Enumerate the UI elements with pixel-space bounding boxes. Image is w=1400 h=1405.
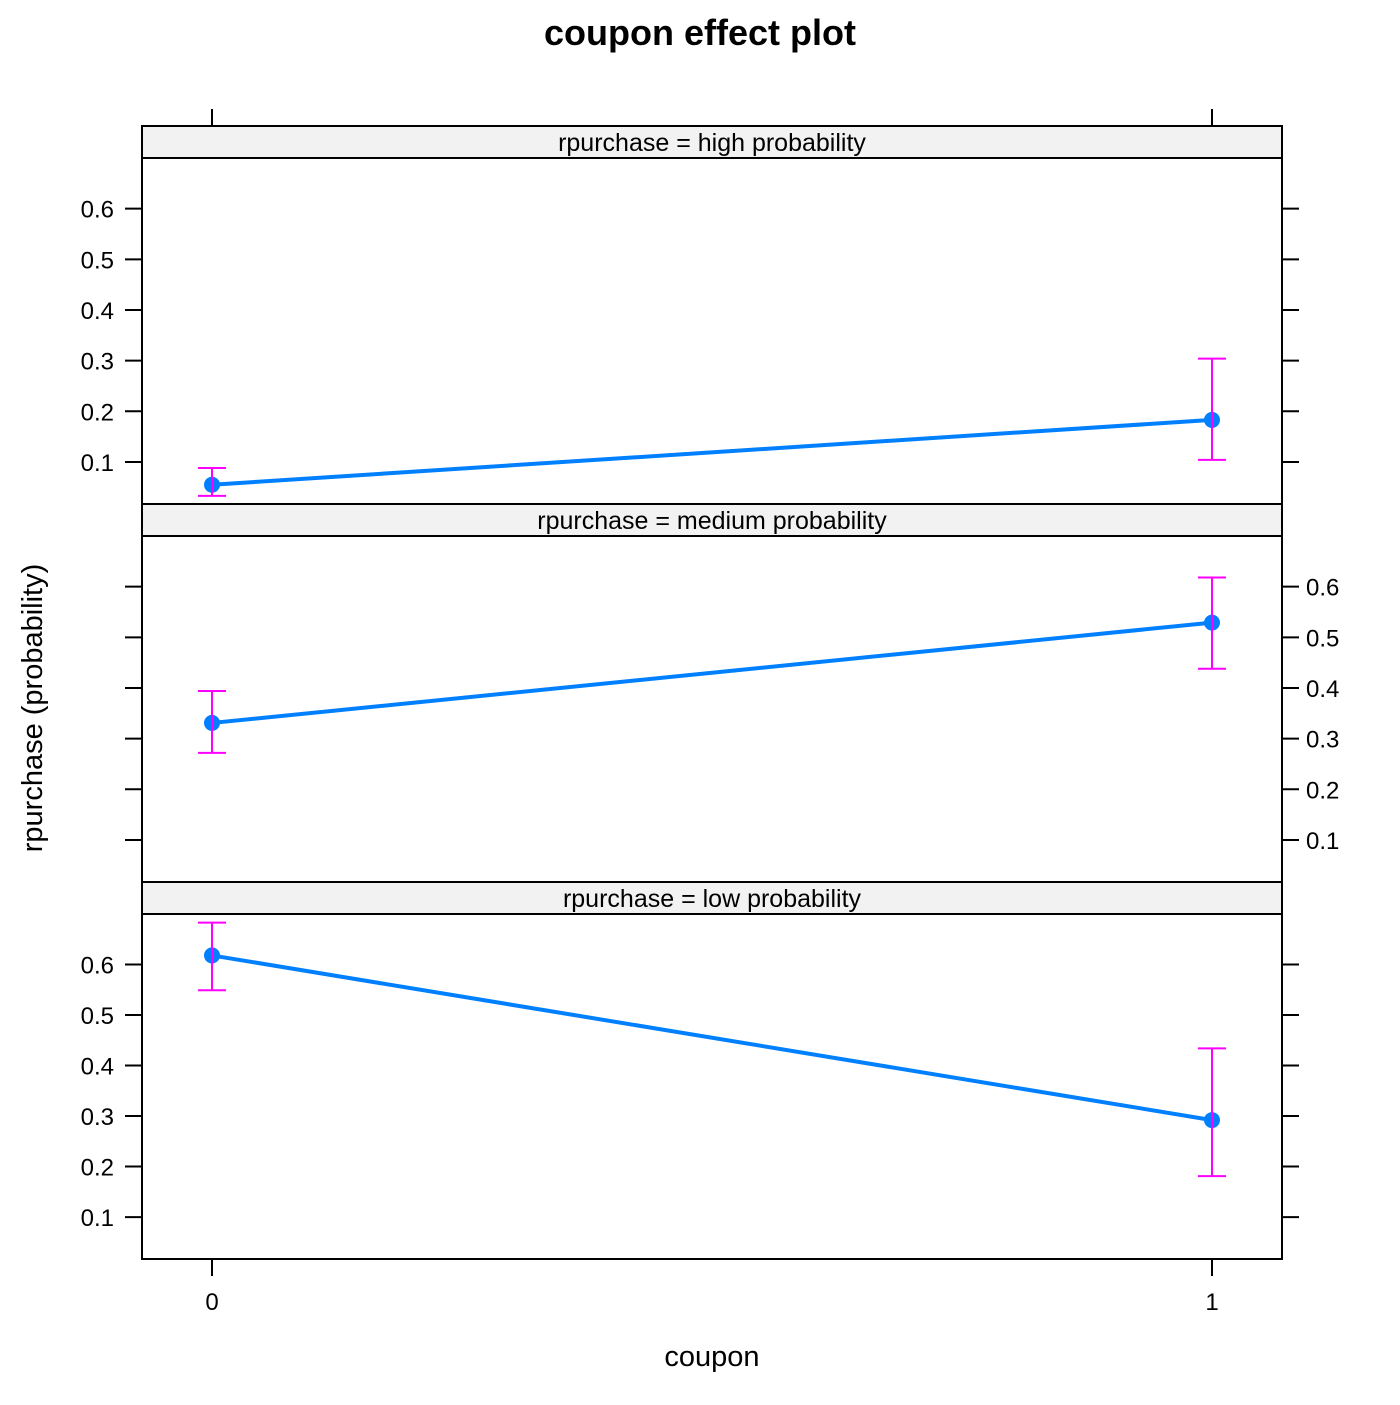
strip-label: rpurchase = medium probability [537, 507, 887, 535]
y-axis-label: rpurchase (probability) [17, 564, 49, 853]
y-tick-label: 0.2 [81, 1155, 114, 1182]
x-axis-label: coupon [664, 1341, 759, 1373]
chart-title: coupon effect plot [544, 12, 856, 53]
y-tick-label: 0.1 [81, 1205, 114, 1232]
y-tick-label: 0.1 [1306, 828, 1339, 855]
strip [141, 881, 1283, 915]
y-tick-label: 0.6 [81, 953, 114, 980]
y-tick-label: 0.2 [1306, 777, 1339, 804]
y-tick-label: 0.3 [81, 349, 114, 376]
y-tick-label: 0.3 [1306, 727, 1339, 754]
strip [141, 125, 1283, 159]
y-tick-label: 0.5 [81, 247, 114, 274]
x-tick-label: 0 [205, 1289, 218, 1316]
panel-frame [141, 913, 1283, 1260]
panel-1: rpurchase = medium probability 0.1 0.2 0.3 0… [125, 503, 1339, 883]
y-tick-label: 0.6 [81, 197, 114, 224]
effect-line [211, 417, 1213, 487]
y-tick-label: 0.4 [1306, 676, 1339, 703]
y-tick-label: 0.6 [1306, 575, 1339, 602]
y-tick-label: 0.5 [1306, 625, 1339, 652]
x-tick-label: 1 [1205, 1289, 1218, 1316]
panel-frame [141, 535, 1283, 883]
y-tick-label: 0.1 [81, 450, 114, 477]
y-tick-label: 0.4 [81, 298, 114, 325]
panel-0: rpurchase = high probability 0.1 0.2 0.3 0.4… [81, 125, 1299, 505]
effect-line [211, 953, 1213, 1123]
strip-label: rpurchase = low probability [563, 885, 862, 913]
y-tick-label: 0.2 [81, 399, 114, 426]
y-tick-label: 0.4 [81, 1054, 114, 1081]
y-tick-label: 0.3 [81, 1104, 114, 1131]
strip-label: rpurchase = high probability [558, 129, 866, 157]
y-tick-label: 0.5 [81, 1003, 114, 1030]
panel-2: rpurchase = low probability 0.1 0.2 0.3 0.4 0… [81, 881, 1299, 1260]
strip [141, 503, 1283, 537]
effect-line [211, 620, 1213, 725]
